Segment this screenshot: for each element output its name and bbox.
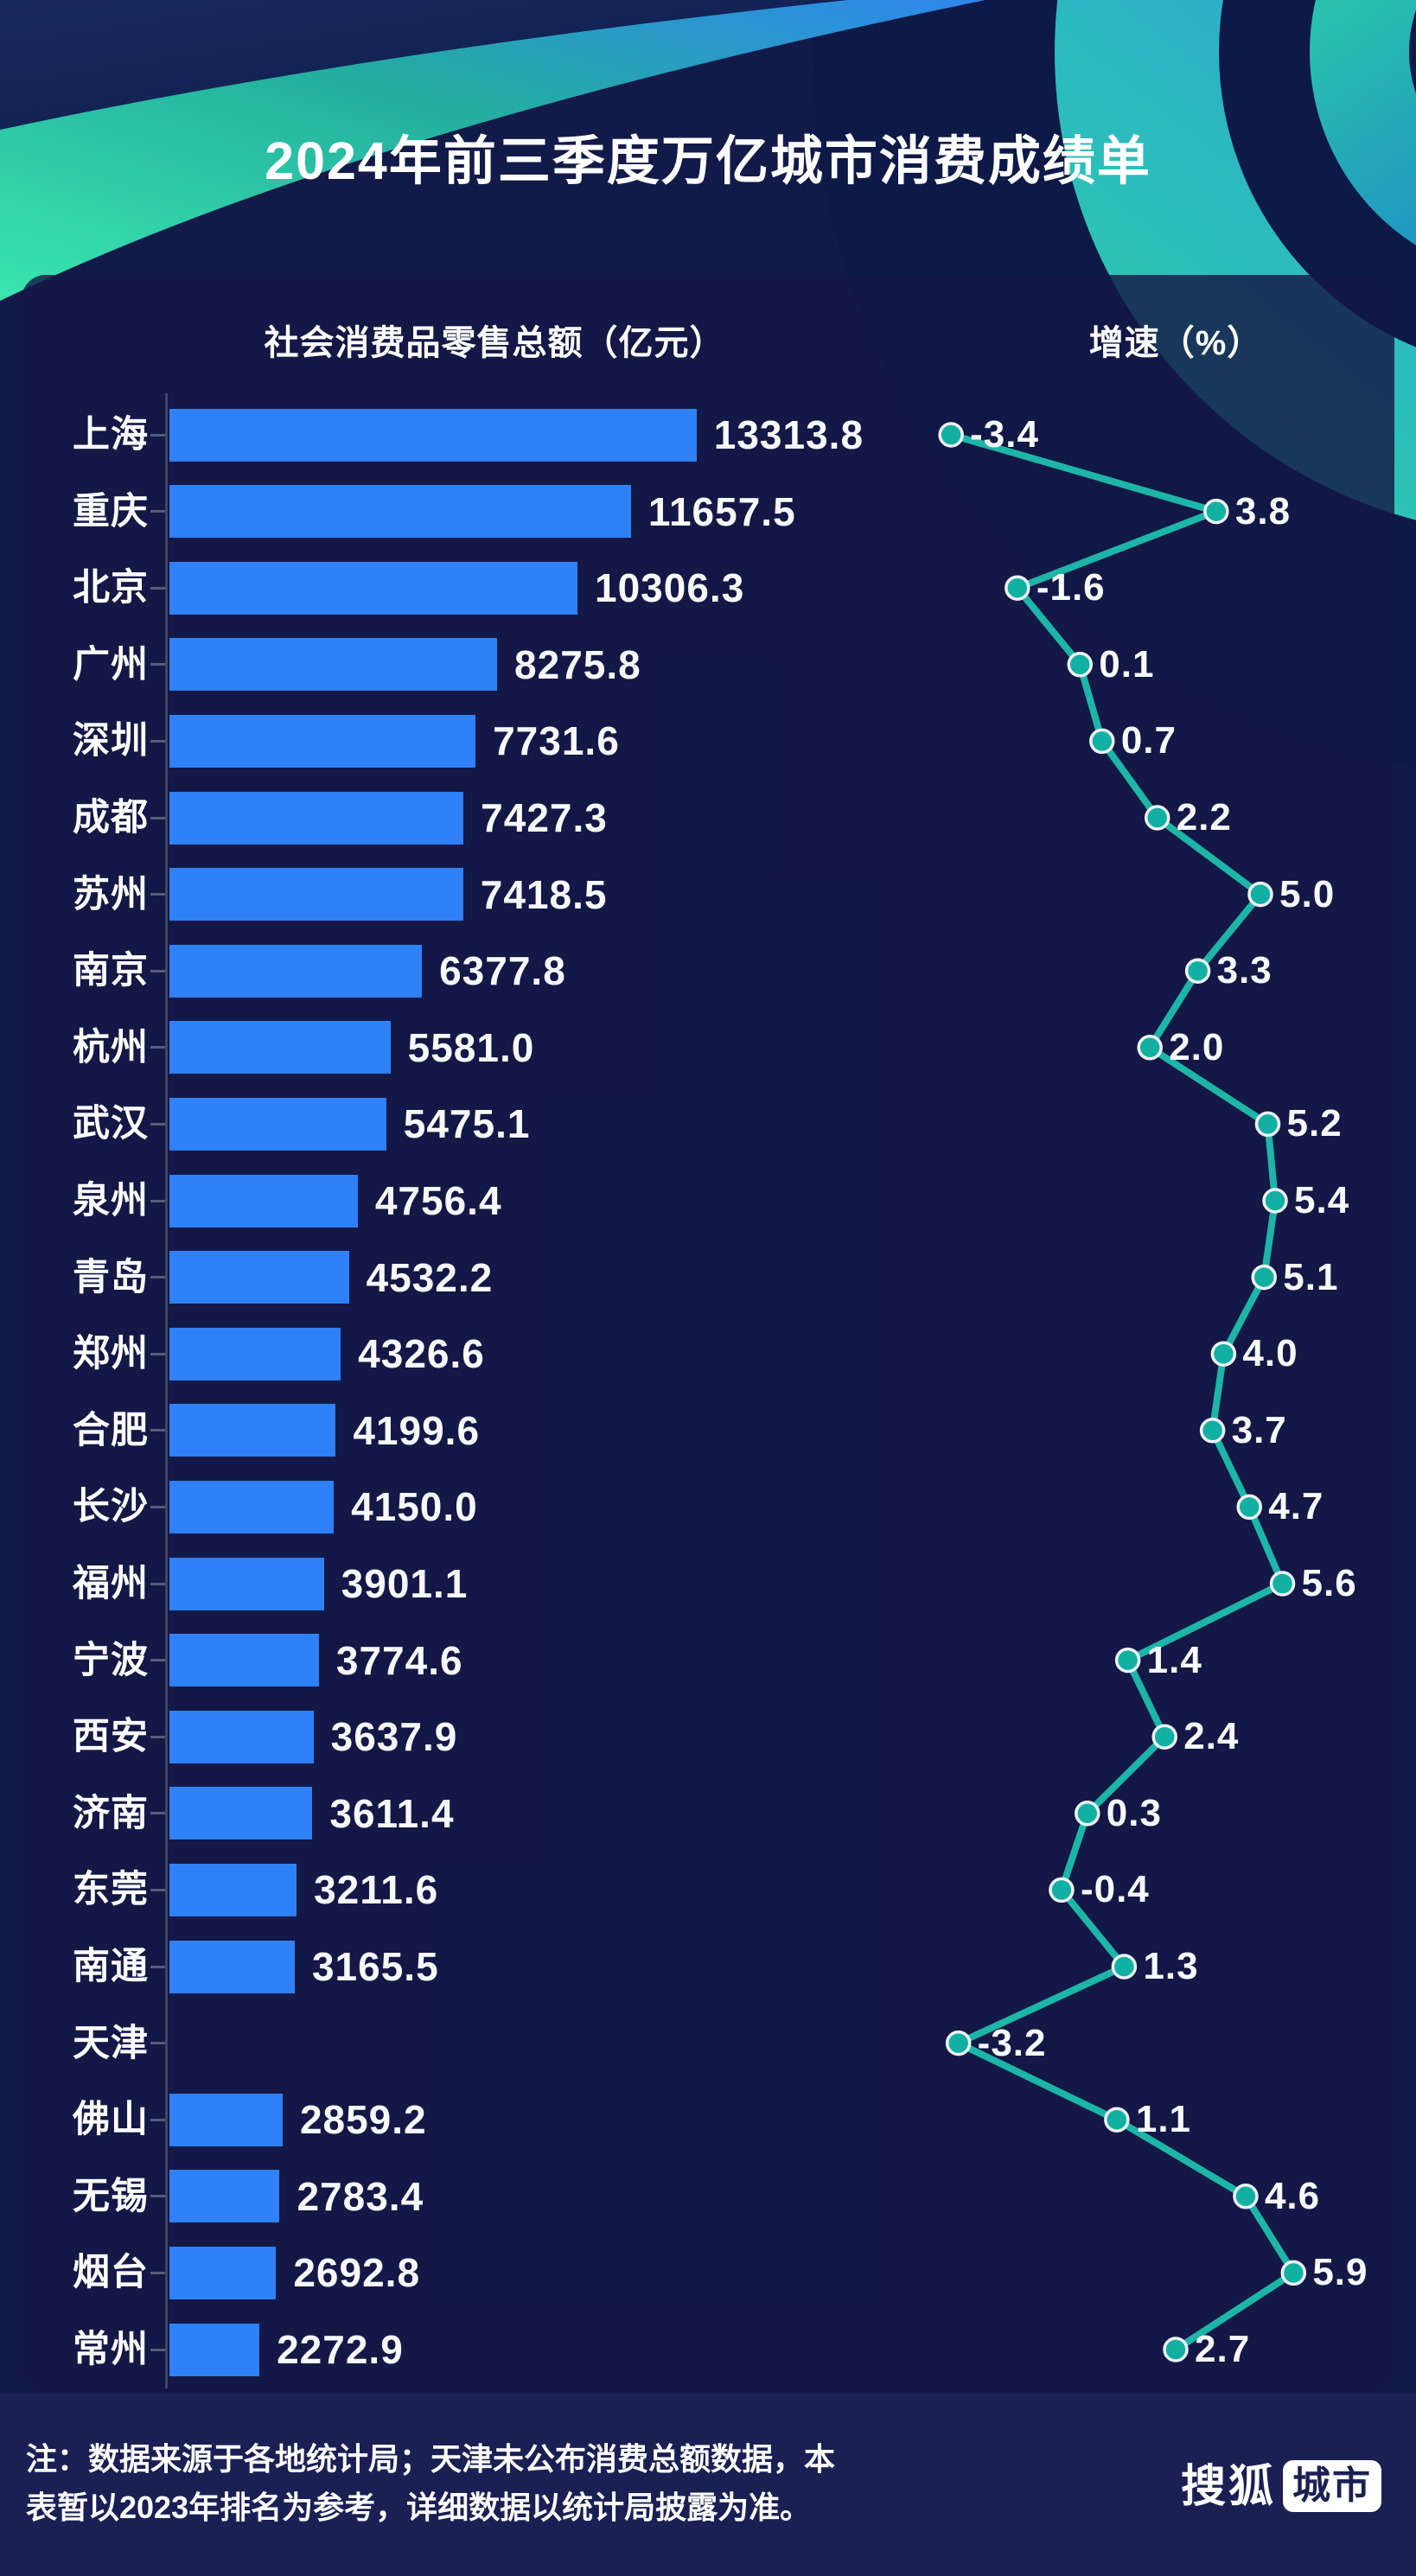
page-title: 2024年前三季度万亿城市消费成绩单 <box>265 131 1151 190</box>
growth-line <box>947 431 1298 2353</box>
logo-text: 搜狐 <box>1181 2462 1277 2512</box>
growth-dot <box>1005 575 1030 601</box>
growth-dot <box>1163 2337 1189 2362</box>
growth-dot <box>1151 1724 1177 1750</box>
growth-dot <box>1262 1188 1288 1214</box>
growth-dot <box>1210 1341 1237 1367</box>
growth-dot <box>1199 1418 1226 1444</box>
growth-dot <box>1254 1111 1281 1138</box>
growth-dot <box>1247 881 1273 908</box>
growth-dot <box>1049 1877 1075 1903</box>
growth-dot <box>1233 2184 1259 2209</box>
growth-dot <box>1089 728 1115 755</box>
decor-swoosh-band <box>0 0 985 301</box>
growth-dot <box>945 2030 972 2056</box>
column-header-growth: 增速（%） <box>1088 324 1263 362</box>
category-axis-line <box>165 393 168 2388</box>
growth-dot <box>1251 1264 1278 1291</box>
logo-badge: 城市 <box>1283 2460 1381 2512</box>
growth-dot <box>1111 1954 1138 1980</box>
growth-dot <box>938 422 964 448</box>
growth-dot <box>1075 1801 1100 1827</box>
growth-dot <box>1184 958 1211 984</box>
footer: 注：数据来源于各地统计局；天津未公布消费总额数据，本 表暂以2023年排名为参考… <box>0 2393 1416 2576</box>
decor-ring-core <box>1409 10 1416 94</box>
growth-dot <box>1203 498 1229 525</box>
growth-dot <box>1280 2260 1307 2286</box>
growth-dot <box>1236 1494 1262 1521</box>
footer-note-line1: 注：数据来源于各地统计局；天津未公布消费总额数据，本 <box>26 2441 836 2477</box>
decor-corner-shape <box>0 0 847 130</box>
decor-ring-disc <box>1310 0 1416 245</box>
growth-dot <box>1137 1035 1163 1061</box>
growth-dot <box>1144 805 1170 831</box>
growth-dot <box>1269 1571 1296 1597</box>
growth-dot <box>1104 2107 1130 2133</box>
column-header-retail: 社会消费品零售总额（亿元） <box>264 324 725 362</box>
growth-dot <box>1067 652 1094 678</box>
footer-note-line2: 表暂以2023年排名为参考，详细数据以统计局披露为准。 <box>26 2490 812 2525</box>
growth-dot <box>1114 1647 1141 1674</box>
